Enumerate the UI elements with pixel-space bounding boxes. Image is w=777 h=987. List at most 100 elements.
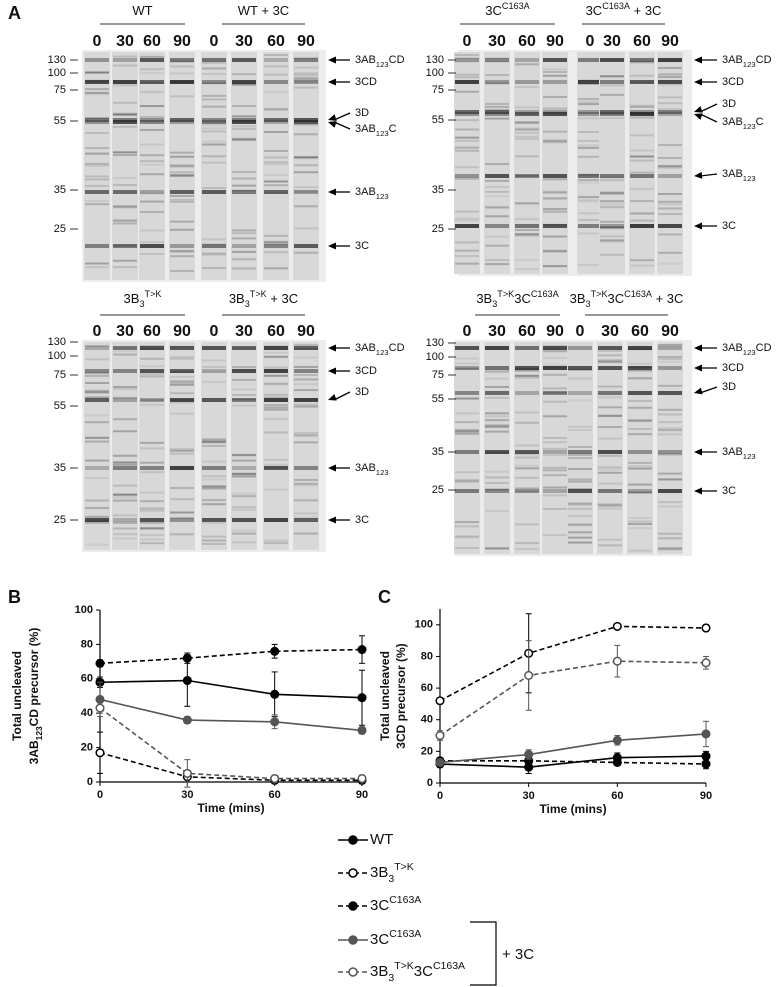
gel-band [202,359,226,362]
gel-band [232,250,256,253]
gel-band [455,54,479,57]
gel-band [658,251,682,254]
gel-band [232,472,256,475]
gel-band [85,162,109,165]
gel-group-label: 3CC163A [485,1,530,18]
gel-band [543,235,567,238]
gel-band [485,215,509,218]
gel-band [658,233,682,236]
gel-band [113,259,137,262]
gel-band [170,220,194,223]
gel-band [598,415,622,418]
gel-band [455,128,479,131]
gel-band [264,80,288,84]
gel-band [515,411,539,414]
gel-band [170,249,194,252]
gel-band [485,263,509,266]
gel-band [264,542,288,545]
gel-band [140,210,164,213]
gel-band [515,131,539,134]
band-label-part: 3CD [722,362,744,374]
gel-band [628,369,652,372]
gel-group-label: 3B3T>K3CC163A + 3C [570,289,684,309]
gel-band [485,481,509,484]
y-axis-label: 3AB123CD precursor (%) [27,628,44,765]
y-tick-label: 80 [81,638,93,650]
gel-band [630,264,654,267]
gel-band [294,516,318,519]
gel-band [264,54,288,57]
gel-band [485,235,509,238]
gel-band [85,369,109,373]
gel-band [232,177,256,180]
gel-band [543,139,567,142]
gel-band [170,452,194,455]
gel-band [568,541,592,544]
band-label-part: CD [756,54,772,66]
gel-band [170,498,194,501]
gel-band [264,466,288,470]
gel-band [455,219,479,222]
gel-band [232,506,256,509]
gel-band [140,509,164,512]
gel-lane [542,342,568,554]
gel-band [543,141,567,144]
gel-band [543,178,567,181]
gel-band [264,107,288,110]
legend-marker [348,835,358,845]
gel-band [630,104,654,107]
gel-band [202,365,226,368]
gel-band [543,450,567,454]
band-arrow [699,113,718,123]
band-label: 3CD [355,365,377,377]
gel-band [485,195,509,198]
band-label: 3AB123C [722,116,764,131]
gel-band [85,203,109,206]
gel-lane [657,52,683,274]
gel-band [485,190,509,193]
gel-group-label-sup: T>K [145,289,162,299]
gel-band [485,396,509,399]
gel-band [140,120,164,124]
legend-label-sup: C163A [389,928,421,940]
gel-band [455,421,479,424]
gel-band [628,549,652,552]
gel-band [568,450,592,454]
gel-band [264,346,288,350]
lane-label: 0 [463,33,472,50]
gel-band [485,117,509,120]
gel-band [455,397,479,400]
gel-band [264,374,288,377]
band-label: 3C [722,220,736,232]
gel-band [140,372,164,375]
gel-band [294,434,318,437]
gel-band [113,461,137,464]
gel-band [485,244,509,247]
gel-band [264,65,288,68]
gel-band [264,518,288,522]
gel-band [598,359,622,362]
gel-band [140,398,164,402]
gel-band [113,114,137,117]
gel-band [628,523,652,526]
gel-band [485,206,509,209]
gel-band [113,64,137,67]
band-label-part: 3AB [722,446,743,458]
gel-band [485,60,509,63]
band-label-sub: 123 [376,129,389,138]
gel-band [294,123,318,126]
gel-band [85,262,109,265]
gel-band [578,179,602,182]
gel-band [170,487,194,490]
band-label-part: 3CD [355,76,377,88]
gel-band [202,242,226,245]
gel-band [113,353,137,356]
gel-band [578,110,602,114]
gel-band [568,502,592,505]
gel-band [170,412,194,415]
gel-band [170,72,194,75]
gel-band [630,174,654,178]
gel-band [113,454,137,457]
gel-band [485,346,509,350]
gel-band [543,436,567,439]
